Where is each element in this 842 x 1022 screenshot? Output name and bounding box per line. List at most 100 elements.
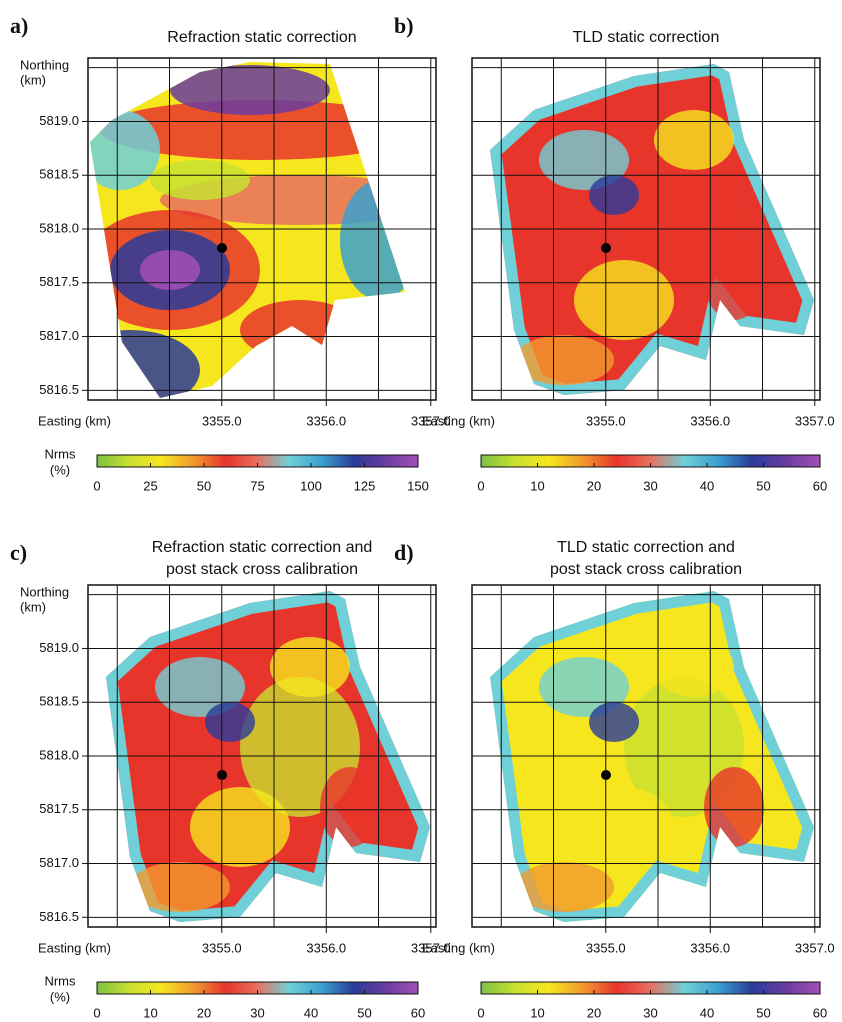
chart-title: Refraction static correction — [167, 29, 356, 46]
colorbar-tick-label: 50 — [357, 1005, 371, 1020]
map-blob — [90, 110, 160, 190]
x-axis-label: Easting (km) — [422, 413, 495, 428]
panel-label: c) — [10, 540, 27, 565]
x-tick-label: 3356.0 — [690, 940, 730, 955]
colorbar-tick-label: 30 — [250, 1005, 264, 1020]
y-tick-label: 5817.0 — [39, 328, 79, 343]
x-tick-label: 3356.0 — [306, 413, 346, 428]
colorbar-tick-label: 50 — [756, 478, 770, 493]
x-axis-label: Easting (km) — [422, 940, 495, 955]
colorbar-label: (%) — [50, 462, 70, 477]
chart-title: post stack cross calibration — [166, 561, 358, 578]
map-blob — [190, 787, 290, 867]
x-tick-label: 3357.0 — [795, 940, 835, 955]
map-blob — [90, 330, 200, 398]
x-tick-label: 3357.0 — [411, 940, 451, 955]
colorbar-tick-label: 20 — [587, 1005, 601, 1020]
chart-title: TLD static correction and — [557, 539, 735, 556]
map-blob — [150, 160, 250, 200]
chart-title: Refraction static correction and — [152, 539, 373, 556]
colorbar-tick-label: 40 — [700, 478, 714, 493]
map-blob — [320, 767, 380, 847]
map-blob — [704, 767, 764, 847]
colorbar-tick-label: 50 — [756, 1005, 770, 1020]
colorbar-tick-label: 40 — [700, 1005, 714, 1020]
map-image — [106, 591, 430, 922]
panel-label: b) — [394, 13, 414, 38]
y-tick-label: 5818.0 — [39, 220, 79, 235]
colorbar-tick-label: 60 — [813, 1005, 827, 1020]
map-blob — [240, 300, 360, 360]
colorbar-tick-label: 60 — [813, 478, 827, 493]
y-tick-label: 5817.5 — [39, 274, 79, 289]
x-tick-label: 3355.0 — [202, 940, 242, 955]
map-blob — [100, 100, 405, 160]
map-blob — [589, 702, 639, 742]
x-tick-label: 3356.0 — [306, 940, 346, 955]
colorbar-tick-label: 25 — [143, 478, 157, 493]
map-blob — [589, 175, 639, 215]
x-tick-label: 3357.0 — [411, 413, 451, 428]
colorbar-tick-label: 75 — [250, 478, 264, 493]
x-axis-label: Easting (km) — [38, 413, 111, 428]
x-tick-label: 3356.0 — [690, 413, 730, 428]
chart-title: TLD static correction — [573, 29, 720, 46]
map-blob — [270, 637, 350, 697]
y-tick-label: 5816.5 — [39, 909, 79, 924]
colorbar-tick-label: 0 — [477, 1005, 484, 1020]
colorbar-tick-label: 40 — [304, 1005, 318, 1020]
colorbar-tick-label: 10 — [530, 1005, 544, 1020]
colorbar-tick-label: 20 — [587, 478, 601, 493]
y-tick-label: 5819.0 — [39, 113, 79, 128]
colorbar-tick-label: 150 — [407, 478, 429, 493]
colorbar-tick-label: 100 — [300, 478, 322, 493]
y-tick-label: 5818.5 — [39, 694, 79, 709]
x-tick-label: 3355.0 — [586, 940, 626, 955]
map-image — [490, 591, 814, 922]
x-tick-label: 3355.0 — [202, 413, 242, 428]
colorbar-tick-label: 60 — [411, 1005, 425, 1020]
map-blob — [514, 335, 614, 385]
map-blob — [130, 862, 230, 912]
map-blob — [704, 240, 764, 320]
x-axis-label: Easting (km) — [38, 940, 111, 955]
y-tick-label: 5818.5 — [39, 167, 79, 182]
colorbar-tick-label: 125 — [354, 478, 376, 493]
map-blob — [205, 702, 255, 742]
map-blob — [574, 260, 674, 340]
colorbar-label: (%) — [50, 989, 70, 1004]
map-blob — [514, 862, 614, 912]
colorbar-tick-label: 0 — [93, 1005, 100, 1020]
y-tick-label: 5816.5 — [39, 382, 79, 397]
panel-label: a) — [10, 13, 28, 38]
panel: 3355.0 3356.0 3357.0 5816.5 5817.0 5817.5 5818… — [10, 539, 451, 1020]
map-image — [490, 64, 814, 395]
colorbar-tick-label: 50 — [197, 478, 211, 493]
y-axis-label: (km) — [20, 599, 46, 614]
colorbar-label: Nrms — [44, 973, 76, 988]
chart-title: post stack cross calibration — [550, 561, 742, 578]
map-image — [90, 62, 405, 398]
panel-label: d) — [394, 540, 414, 565]
colorbar-tick-label: 10 — [143, 1005, 157, 1020]
map-blob — [654, 110, 734, 170]
map-blob — [574, 787, 674, 867]
y-tick-label: 5817.5 — [39, 801, 79, 816]
map-blob — [170, 65, 330, 115]
x-tick-label: 3357.0 — [795, 413, 835, 428]
x-tick-label: 3355.0 — [586, 413, 626, 428]
colorbar-tick-label: 0 — [93, 478, 100, 493]
panel: 3355.0 3356.0 3357.0 5816.5 5817.0 5817.5 5818… — [10, 13, 451, 493]
y-axis-label: (km) — [20, 72, 46, 87]
y-axis-label: Northing — [20, 57, 69, 72]
colorbar-tick-label: 10 — [530, 478, 544, 493]
colorbar-tick-label: 20 — [197, 1005, 211, 1020]
y-tick-label: 5819.0 — [39, 640, 79, 655]
y-tick-label: 5818.0 — [39, 747, 79, 762]
map-blob — [340, 180, 405, 300]
y-axis-label: Northing — [20, 584, 69, 599]
colorbar-tick-label: 30 — [643, 478, 657, 493]
